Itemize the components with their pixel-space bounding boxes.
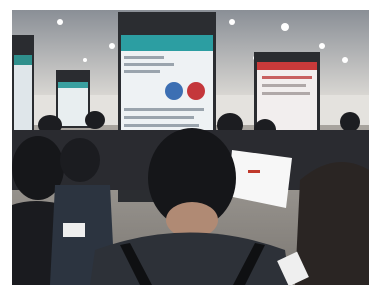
poster-board-left [12,35,34,135]
poster-board-mid-left [56,70,90,128]
page [0,0,381,293]
scene [12,10,369,286]
photo [0,0,381,293]
